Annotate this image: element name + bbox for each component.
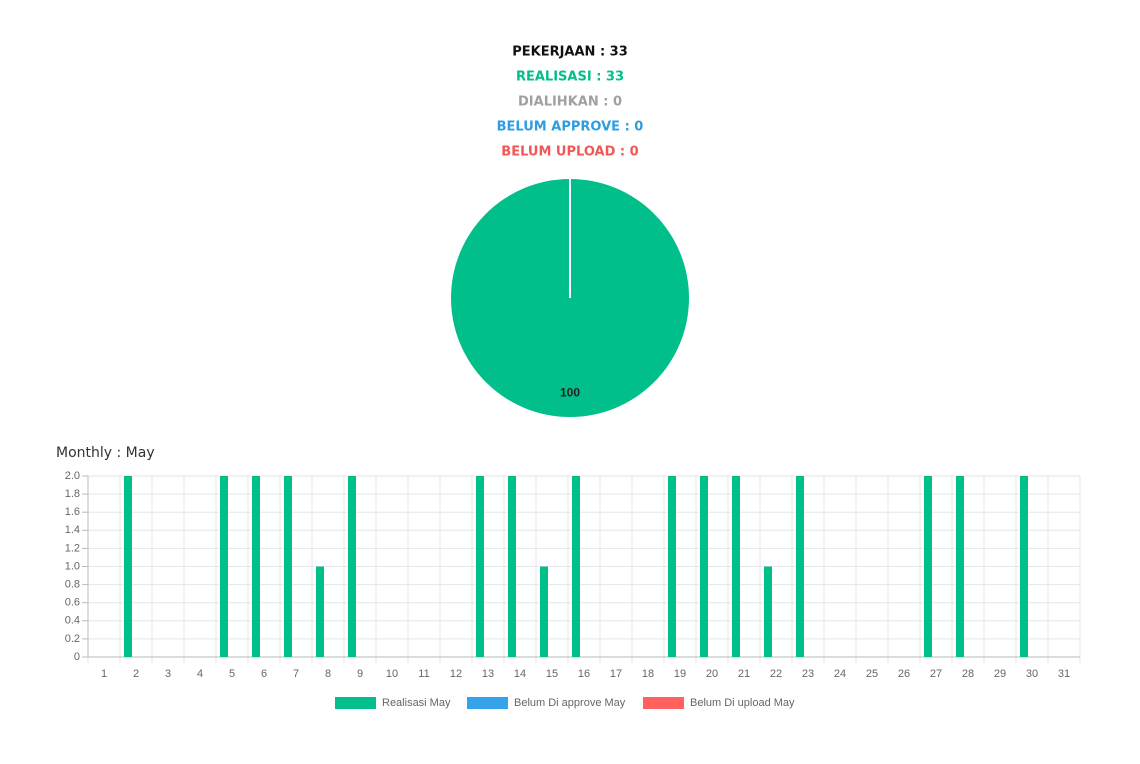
x-tick-label: 22 bbox=[770, 668, 782, 680]
bar bbox=[924, 476, 932, 657]
bar bbox=[540, 566, 548, 657]
x-tick-label: 27 bbox=[930, 668, 942, 680]
x-tick-label: 1 bbox=[101, 668, 107, 680]
y-tick-label: 1.0 bbox=[65, 560, 80, 572]
y-tick-label: 0 bbox=[74, 651, 80, 663]
x-tick-label: 12 bbox=[450, 668, 462, 680]
legend-label: Belum Di approve May bbox=[514, 697, 626, 709]
bar bbox=[124, 476, 132, 657]
x-tick-label: 20 bbox=[706, 668, 718, 680]
x-tick-label: 8 bbox=[325, 668, 331, 680]
y-tick-label: 0.8 bbox=[65, 579, 80, 591]
x-tick-label: 18 bbox=[642, 668, 654, 680]
x-tick-label: 14 bbox=[514, 668, 526, 680]
summary-line: DIALIHKAN : 0 bbox=[518, 95, 622, 110]
y-tick-label: 0.6 bbox=[65, 597, 80, 609]
bar bbox=[572, 476, 580, 657]
slice-label: 100 bbox=[560, 385, 580, 399]
x-tick-label: 24 bbox=[834, 668, 846, 680]
y-tick-label: 2.0 bbox=[65, 470, 80, 482]
legend-swatch bbox=[467, 697, 508, 709]
x-tick-label: 3 bbox=[165, 668, 171, 680]
legend-label: Realisasi May bbox=[382, 697, 451, 709]
x-tick-label: 19 bbox=[674, 668, 686, 680]
y-tick-label: 0.4 bbox=[65, 615, 80, 627]
bar bbox=[732, 476, 740, 657]
y-tick-label: 1.4 bbox=[65, 524, 80, 536]
x-tick-label: 31 bbox=[1058, 668, 1070, 680]
x-tick-label: 21 bbox=[738, 668, 750, 680]
x-tick-label: 13 bbox=[482, 668, 494, 680]
y-tick-label: 0.2 bbox=[65, 633, 80, 645]
bar bbox=[668, 476, 676, 657]
x-tick-label: 30 bbox=[1026, 668, 1038, 680]
x-tick-label: 2 bbox=[133, 668, 139, 680]
legend-swatch bbox=[643, 697, 684, 709]
bar bbox=[284, 476, 292, 657]
bar bbox=[348, 476, 356, 657]
x-tick-label: 10 bbox=[386, 668, 398, 680]
x-tick-label: 6 bbox=[261, 668, 267, 680]
summary-line: PEKERJAAN : 33 bbox=[512, 45, 628, 60]
x-tick-label: 5 bbox=[229, 668, 235, 680]
summary-line: BELUM APPROVE : 0 bbox=[497, 120, 644, 135]
bar bbox=[700, 476, 708, 657]
summary-line: REALISASI : 33 bbox=[516, 70, 624, 85]
bar bbox=[508, 476, 516, 657]
legend-label: Belum Di upload May bbox=[690, 697, 795, 709]
y-tick-label: 1.8 bbox=[65, 488, 80, 500]
bar-chart-title: Monthly : May bbox=[56, 445, 155, 461]
summary-line: BELUM UPLOAD : 0 bbox=[501, 145, 638, 160]
x-tick-label: 15 bbox=[546, 668, 558, 680]
x-tick-label: 7 bbox=[293, 668, 299, 680]
y-tick-label: 1.6 bbox=[65, 506, 80, 518]
x-tick-label: 16 bbox=[578, 668, 590, 680]
x-tick-label: 9 bbox=[357, 668, 363, 680]
x-tick-label: 28 bbox=[962, 668, 974, 680]
x-tick-label: 25 bbox=[866, 668, 878, 680]
x-tick-label: 4 bbox=[197, 668, 203, 680]
x-tick-label: 11 bbox=[418, 668, 429, 680]
bar bbox=[1020, 476, 1028, 657]
bar bbox=[956, 476, 964, 657]
bar bbox=[796, 476, 804, 657]
bar bbox=[476, 476, 484, 657]
bar bbox=[316, 566, 324, 657]
bar bbox=[764, 566, 772, 657]
x-tick-label: 26 bbox=[898, 668, 910, 680]
x-tick-label: 29 bbox=[994, 668, 1006, 680]
bar bbox=[252, 476, 260, 657]
legend-swatch bbox=[335, 697, 376, 709]
y-tick-label: 1.2 bbox=[65, 542, 80, 554]
bar bbox=[220, 476, 228, 657]
x-tick-label: 17 bbox=[610, 668, 622, 680]
x-tick-label: 23 bbox=[802, 668, 814, 680]
